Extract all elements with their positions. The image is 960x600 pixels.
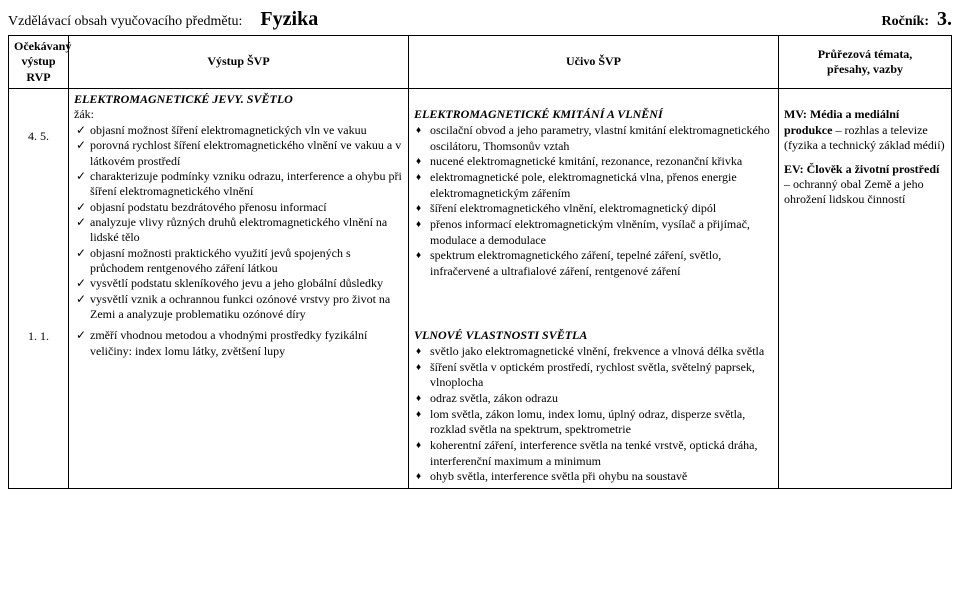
list-item: elektromagnetické pole, elektromagnetick…	[430, 170, 773, 201]
ucivo-cell: VLNOVÉ VLASTNOSTI SVĚTLA světlo jako ele…	[409, 325, 779, 488]
col-header-vystup: Výstup ŠVP	[69, 36, 409, 89]
col-header-rvp: Očekávaný výstup RVP	[9, 36, 69, 89]
vystup-cell: změří vhodnou metodou a vhodnými prostře…	[69, 325, 409, 488]
cross-topic-ev: EV: Člověk a životní prostředí – ochrann…	[784, 162, 946, 208]
ucivo-title: ELEKTROMAGNETICKÉ KMITÁNÍ A VLNĚNÍ	[414, 107, 773, 122]
list-item: koherentní záření, interference světla n…	[430, 438, 773, 469]
vystup-list: změří vhodnou metodou a vhodnými prostře…	[74, 328, 403, 359]
list-item: analyzuje vlivy různých druhů elektromag…	[90, 215, 403, 246]
ucivo-list: světlo jako elektromagnetické vlnění, fr…	[414, 344, 773, 485]
list-item: změří vhodnou metodou a vhodnými prostře…	[90, 328, 403, 359]
table-row: 4. 5. ELEKTROMAGNETICKÉ JEVY. SVĚTLO žák…	[9, 89, 952, 326]
curriculum-table: Očekávaný výstup RVP Výstup ŠVP Učivo ŠV…	[8, 35, 952, 489]
cross-topic-mv: MV: Média a mediální produkce – rozhlas …	[784, 107, 946, 153]
header-label: Vzdělávací obsah vyučovacího předmětu:	[8, 14, 242, 30]
header-subject: Fyzika	[260, 8, 318, 31]
list-item: vysvětlí podstatu skleníkového jevu a je…	[90, 276, 403, 291]
page-header: Vzdělávací obsah vyučovacího předmětu: F…	[8, 8, 952, 31]
zak-label: žák:	[74, 107, 403, 122]
cross-cell	[779, 325, 952, 488]
section-title: ELEKTROMAGNETICKÉ JEVY. SVĚTLO	[74, 92, 403, 107]
cross-cell: MV: Média a mediální produkce – rozhlas …	[779, 89, 952, 326]
ucivo-cell: ELEKTROMAGNETICKÉ KMITÁNÍ A VLNĚNÍ oscil…	[409, 89, 779, 326]
ucivo-title: VLNOVÉ VLASTNOSTI SVĚTLA	[414, 328, 773, 343]
rvp-code: 1. 1.	[9, 325, 69, 488]
list-item: vysvětlí vznik a ochrannou funkci ozónov…	[90, 292, 403, 323]
list-item: objasní možnosti praktického využití jev…	[90, 246, 403, 277]
list-item: ohyb světla, interference světla při ohy…	[430, 469, 773, 485]
table-row: 1. 1. změří vhodnou metodou a vhodnými p…	[9, 325, 952, 488]
table-header-row: Očekávaný výstup RVP Výstup ŠVP Učivo ŠV…	[9, 36, 952, 89]
list-item: světlo jako elektromagnetické vlnění, fr…	[430, 344, 773, 360]
list-item: oscilační obvod a jeho parametry, vlastn…	[430, 123, 773, 154]
header-grade-label: Ročník:	[882, 14, 929, 30]
list-item: lom světla, zákon lomu, index lomu, úpln…	[430, 407, 773, 438]
list-item: spektrum elektromagnetického záření, tep…	[430, 248, 773, 279]
list-item: charakterizuje podmínky vzniku odrazu, i…	[90, 169, 403, 200]
header-grade-number: 3.	[937, 8, 952, 31]
list-item: objasní možnost šíření elektromagnetický…	[90, 123, 403, 138]
list-item: přenos informací elektromagnetickým vlně…	[430, 217, 773, 248]
list-item: nucené elektromagnetické kmitání, rezona…	[430, 154, 773, 170]
list-item: odraz světla, zákon odrazu	[430, 391, 773, 407]
col-header-cross: Průřezová témata, přesahy, vazby	[779, 36, 952, 89]
list-item: objasní podstatu bezdrátového přenosu in…	[90, 200, 403, 215]
rvp-code: 4. 5.	[9, 89, 69, 326]
vystup-list: objasní možnost šíření elektromagnetický…	[74, 123, 403, 323]
ucivo-list: oscilační obvod a jeho parametry, vlastn…	[414, 123, 773, 279]
vystup-cell: ELEKTROMAGNETICKÉ JEVY. SVĚTLO žák: obja…	[69, 89, 409, 326]
list-item: porovná rychlost šíření elektromagnetick…	[90, 138, 403, 169]
list-item: šíření elektromagnetického vlnění, elekt…	[430, 201, 773, 217]
col-header-ucivo: Učivo ŠVP	[409, 36, 779, 89]
list-item: šíření světla v optickém prostředí, rych…	[430, 360, 773, 391]
